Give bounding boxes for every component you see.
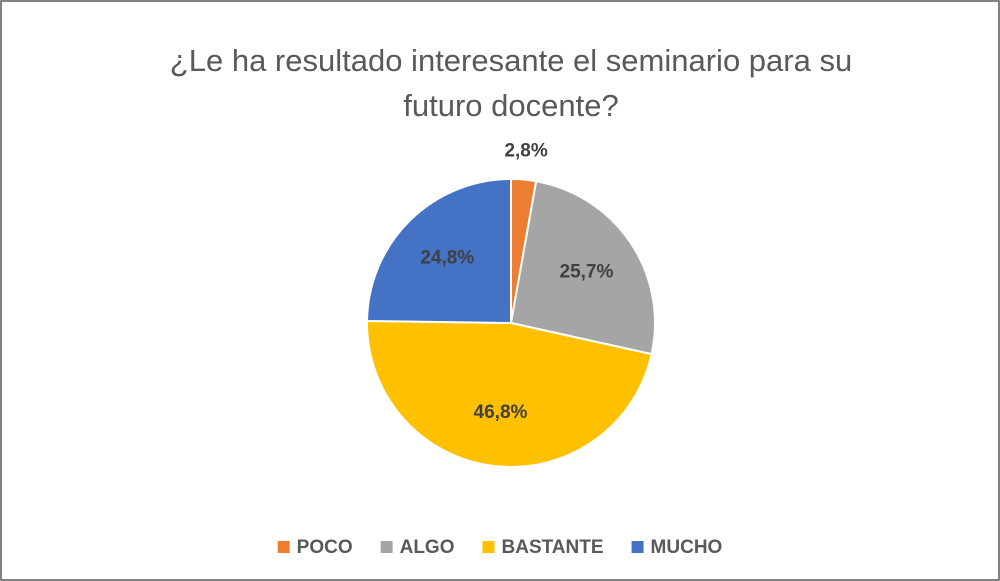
legend-swatch (277, 541, 290, 553)
legend-label: BASTANTE (502, 537, 604, 558)
legend-label: MUCHO (651, 537, 723, 558)
chart-title: ¿Le ha resultado interesante el seminari… (169, 43, 853, 123)
data-label: 25,7% (560, 262, 614, 283)
pie-slice (509, 180, 656, 356)
legend-swatch (380, 541, 393, 553)
data-label: 2,8% (504, 141, 547, 162)
legend-swatch (631, 541, 644, 553)
legend-label: POCO (297, 537, 353, 558)
data-label: 46,8% (474, 402, 528, 423)
legend-label: ALGO (400, 537, 455, 558)
pie-slice (365, 177, 512, 325)
pie-slice (366, 319, 653, 468)
data-label: 24,8% (420, 247, 474, 268)
legend-swatch (482, 541, 495, 553)
